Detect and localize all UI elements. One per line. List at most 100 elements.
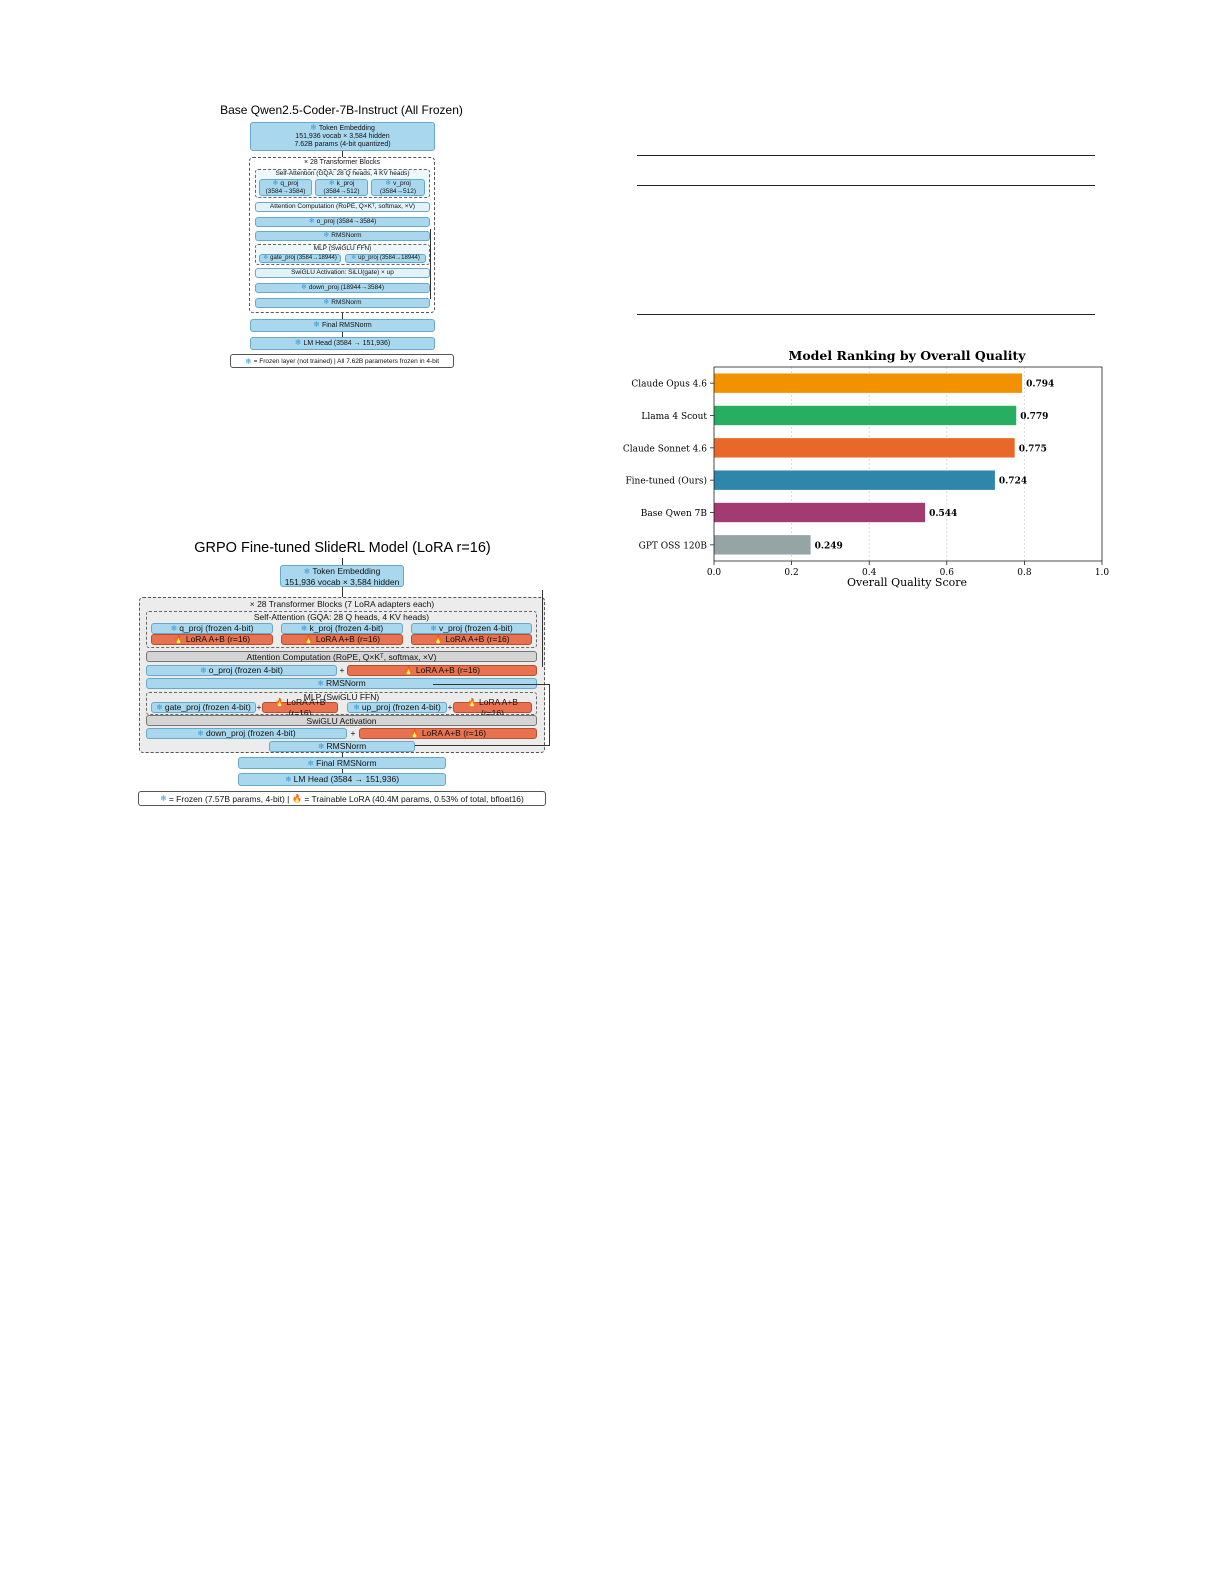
snowflake-icon: ❄ [200,666,207,675]
chart-x-ticks: 0.0 0.2 0.4 0.6 0.8 1.0 [707,561,1109,578]
f2-self-attention-frame [146,611,537,648]
snowflake-icon: ❄ [156,703,163,712]
f2-rmsnorm: ❄ RMSNorm [146,678,537,689]
f2-token-embedding: ❄ Token Embedding 151,936 vocab × 3,584 h… [280,565,404,587]
f1-legend: ❄ = Frozen layer (not trained) | All 7.62… [230,354,454,368]
chart-y-ticks: Claude Opus 4.6 Llama 4 Scout Claude Sonne… [623,380,714,551]
flame-icon: 🔥 [303,635,314,644]
snowflake-icon: ❄ [170,624,178,633]
f2-mlp-title: MLP (SwiGLU FFN) [303,692,380,702]
f1-down-proj: ❄ down_proj (18944→3584) [255,283,430,293]
y-tick-label: Llama 4 Scout [641,412,707,422]
snowflake-icon: ❄ [351,255,357,262]
f2-down-proj: ❄ down_proj (frozen 4-bit) [146,728,347,739]
f2-v-proj: ❄ v_proj (frozen 4-bit) [411,623,532,634]
figure1-title: Base Qwen2.5-Coder-7B-Instruct (All Froz… [220,103,463,117]
f2-up-lora: 🔥 LoRA A+B (r=16) [453,697,532,718]
snowflake-icon: ❄ [244,356,252,366]
chart-x-axis-label: Overall Quality Score [847,576,967,589]
f1-final-rmsnorm: ❄ Final RMSNorm [250,319,435,332]
chart-gridlines [713,367,1103,561]
f2-residual-line [433,684,550,685]
f1-arrow [342,313,343,319]
flame-icon: 🔥 [409,729,420,738]
f1-token-embedding-vocab: 151,936 vocab × 3,584 hidden [295,133,390,140]
snowflake-icon: ❄ [385,180,392,187]
bar-value-label: 0.249 [815,541,843,551]
f2-down-lora: 🔥 LoRA A+B (r=16) [359,728,537,739]
x-tick-label: 0.2 [784,568,798,578]
f2-rmsnorm-2: ❄ RMSNorm [269,741,415,752]
f2-blocks-title: × 28 Transformer Blocks (7 LoRA adapters… [249,599,435,609]
snowflake-icon: ❄ [353,703,360,712]
x-tick-label: 0.6 [940,568,955,578]
f2-v-lora: 🔥 LoRA A+B (r=16) [411,634,532,645]
f1-v-proj: ❄ v_proj (3584→512) [371,179,425,196]
f1-token-embedding: ❄ Token Embedding 151,936 vocab × 3,584 h… [250,122,435,151]
snowflake-icon: ❄ [317,742,325,751]
f2-gate-proj: ❄ gate_proj (frozen 4-bit) [151,702,256,713]
bar-value-label: 0.779 [1020,412,1048,422]
bar [714,438,1015,458]
f2-up-proj: ❄ up_proj (frozen 4-bit) [347,702,447,713]
f1-attention-computation: Attention Computation (RoPE, Q×Kᵀ, softm… [255,202,430,212]
f1-q-proj: ❄ q_proj (3584→3584) [259,179,312,196]
f1-blocks-title: × 28 Transformer Blocks [303,159,381,166]
snowflake-icon: ❄ [323,298,330,306]
f2-residual-line [542,590,543,667]
f1-lm-head: ❄ LM Head (3584 → 151,936) [250,337,435,350]
f1-o-proj: ❄ o_proj (3584→3584) [255,217,430,227]
snowflake-icon: ❄ [328,180,335,187]
f1-k-proj: ❄ k_proj (3584→512) [315,179,368,196]
bar [714,405,1017,426]
f1-rmsnorm-2: ❄ RMSNorm [255,298,430,308]
table-top-rule [637,155,1095,156]
f1-arrow [342,151,343,157]
snowflake-icon: ❄ [307,758,315,768]
snowflake-icon: ❄ [323,231,330,239]
y-tick-label: GPT OSS 120B [639,541,708,551]
f2-arrow [342,587,343,597]
y-tick-label: Claude Opus 4.6 [631,380,707,390]
f1-rmsnorm: ❄ RMSNorm [255,231,430,241]
snowflake-icon: ❄ [197,729,204,738]
snowflake-icon: ❄ [272,180,279,187]
table-header-rule [637,185,1095,186]
f2-legend: ❄ = Frozen (7.57B params, 4-bit) | 🔥 = Tra… [138,791,546,806]
y-tick-label: Fine-tuned (Ours) [625,476,707,487]
f2-swiglu: SwiGLU Activation [146,715,537,726]
y-tick-label: Claude Sonnet 4.6 [623,444,707,454]
ranking-bar-chart: Model Ranking by Overall Quality 0.7940.… [623,348,1110,589]
f2-lm-head: ❄ LM Head (3584 → 151,936) [238,773,446,786]
snowflake-icon: ❄ [284,775,292,784]
f2-attention-computation: Attention Computation (RoPE, Q×Kᵀ, softm… [146,651,537,662]
f2-arrow [342,558,343,565]
flame-icon: 🔥 [433,635,444,644]
f1-arrow [342,332,343,337]
f2-residual-line [415,745,550,746]
flame-icon: 🔥 [467,698,477,707]
bar-value-label: 0.544 [929,509,957,519]
snowflake-icon: ❄ [263,255,269,262]
figure2-title: GRPO Fine-tuned SlideRL Model (LoRA r=16… [194,540,491,556]
f2-o-proj: ❄ o_proj (frozen 4-bit) [146,665,337,676]
f1-token-embedding-title: ❄ Token Embedding [310,123,375,133]
f2-mlp-frame [146,692,537,715]
f1-residual-line [430,229,431,299]
f1-gate-proj: ❄ gate_proj (3584→18944) [259,254,341,263]
f2-plus-sign: + [350,728,356,738]
snowflake-icon: ❄ [294,337,302,347]
f1-mlp-title: MLP (SwiGLU FFN) [313,245,372,252]
f2-k-proj: ❄ k_proj (frozen 4-bit) [281,623,403,634]
f1-up-proj: ❄ up_proj (3584→18944) [345,254,426,263]
bar-value-label: 0.724 [999,477,1027,487]
f2-plus-sign: + [447,702,453,712]
f1-self-attention-title: Self-Attention (GQA: 28 Q heads, 4 KV he… [275,170,410,177]
flame-icon: 🔥 [292,794,303,803]
x-tick-label: 0.8 [1017,568,1032,578]
f1-swiglu: SwiGLU Activation: SiLU(gate) × up [255,268,430,278]
snowflake-icon: ❄ [300,283,307,291]
f2-q-lora: 🔥 LoRA A+B (r=16) [151,634,273,645]
snowflake-icon: ❄ [310,123,317,132]
snowflake-icon: ❄ [313,319,320,329]
